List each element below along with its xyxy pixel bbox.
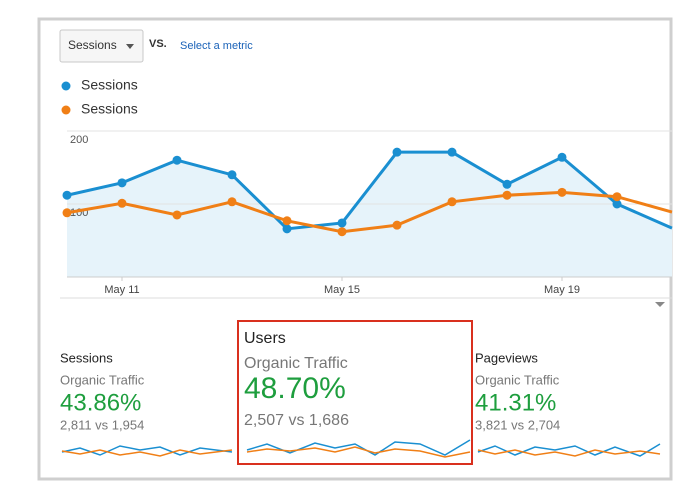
sparkline xyxy=(477,443,661,457)
card-change: 43.86% xyxy=(60,389,141,416)
point xyxy=(612,199,622,209)
x-tick-label: May 15 xyxy=(324,284,360,296)
card-change: 48.70% xyxy=(244,372,346,405)
highlight-box xyxy=(237,320,473,465)
legend-label: Sessions xyxy=(81,101,138,117)
point xyxy=(612,192,622,202)
sparkline xyxy=(61,449,233,457)
point xyxy=(172,155,182,165)
sparkline xyxy=(246,446,471,458)
point xyxy=(62,190,72,200)
card-title: Sessions xyxy=(60,350,113,365)
x-tick-label: May 19 xyxy=(544,284,580,296)
legend-swatch xyxy=(61,105,71,115)
point xyxy=(227,197,237,207)
point xyxy=(282,224,292,234)
card-title: Pageviews xyxy=(475,350,538,365)
expand-caret[interactable] xyxy=(655,302,665,307)
legend-swatch xyxy=(61,81,71,91)
point xyxy=(502,190,512,200)
point xyxy=(337,227,347,237)
card-segment: Organic Traffic xyxy=(475,372,560,387)
point xyxy=(282,216,292,226)
card-segment: Organic Traffic xyxy=(60,372,145,387)
point xyxy=(172,210,182,220)
select-metric[interactable]: Select a metric xyxy=(180,40,253,52)
point xyxy=(117,198,127,208)
area xyxy=(67,152,672,277)
card-compare: 3,821 vs 2,704 xyxy=(475,417,560,432)
point xyxy=(117,178,127,188)
y-tick-label: 200 xyxy=(70,134,88,146)
point xyxy=(227,170,237,180)
card-compare: 2,507 vs 1,686 xyxy=(244,412,349,429)
point xyxy=(392,147,402,157)
card-change: 41.31% xyxy=(475,389,556,416)
series-line xyxy=(66,190,673,234)
point xyxy=(557,152,567,162)
point xyxy=(62,208,72,218)
series-line xyxy=(66,150,673,231)
sparkline xyxy=(61,445,233,456)
vs-label: VS. xyxy=(149,38,167,50)
sparkline xyxy=(477,449,661,457)
point xyxy=(502,179,512,189)
metric-dropdown[interactable] xyxy=(59,29,144,63)
card-segment: Organic Traffic xyxy=(244,355,348,372)
caret xyxy=(126,44,134,49)
sparklines xyxy=(61,439,661,458)
point xyxy=(337,218,347,228)
point xyxy=(447,147,457,157)
point xyxy=(447,197,457,207)
legend-label: Sessions xyxy=(81,77,138,93)
point xyxy=(392,220,402,230)
x-tick-label: May 11 xyxy=(104,284,139,296)
card-compare: 2,811 vs 1,954 xyxy=(60,417,144,432)
metric-label: Sessions xyxy=(68,38,117,52)
point xyxy=(557,187,567,197)
card-title: Users xyxy=(244,330,286,347)
